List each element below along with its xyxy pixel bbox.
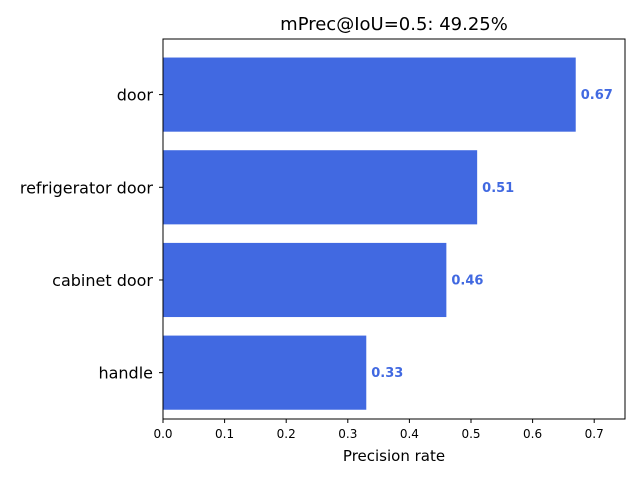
y-axis: door refrigerator door cabinet door handle xyxy=(20,86,163,383)
value-label-door: 0.67 xyxy=(581,88,613,103)
value-label-cabinet-door: 0.46 xyxy=(451,273,483,288)
x-tick-label: 0.6 xyxy=(523,427,542,441)
x-tick-label: 0.2 xyxy=(277,427,296,441)
x-tick-label: 0.0 xyxy=(153,427,172,441)
bar-cabinet-door xyxy=(163,242,447,318)
bar-door xyxy=(163,57,576,132)
chart-title: mPrec@IoU=0.5: 49.25% xyxy=(280,14,508,35)
category-label-door: door xyxy=(117,86,154,105)
bar-refrigerator-door xyxy=(163,150,478,225)
x-tick-label: 0.5 xyxy=(461,427,480,441)
x-tick-label: 0.1 xyxy=(215,427,234,441)
x-axis-label: Precision rate xyxy=(343,447,445,465)
x-tick-label: 0.7 xyxy=(585,427,604,441)
category-label-cabinet-door: cabinet door xyxy=(52,271,153,290)
value-label-refrigerator-door: 0.51 xyxy=(482,181,514,196)
bars-layer xyxy=(163,57,576,410)
x-tick-label: 0.4 xyxy=(400,427,419,441)
plot-frame xyxy=(162,38,626,420)
category-label-refrigerator-door: refrigerator door xyxy=(20,178,154,197)
labels-layer: 0.67 0.51 0.46 0.33 xyxy=(371,88,613,381)
x-tick-label: 0.3 xyxy=(338,427,357,441)
category-label-handle: handle xyxy=(98,364,153,383)
bar-handle xyxy=(163,335,367,410)
value-label-handle: 0.33 xyxy=(371,366,403,381)
x-axis: 0.0 0.1 0.2 0.3 0.4 0.5 0.6 0.7 xyxy=(153,419,604,441)
